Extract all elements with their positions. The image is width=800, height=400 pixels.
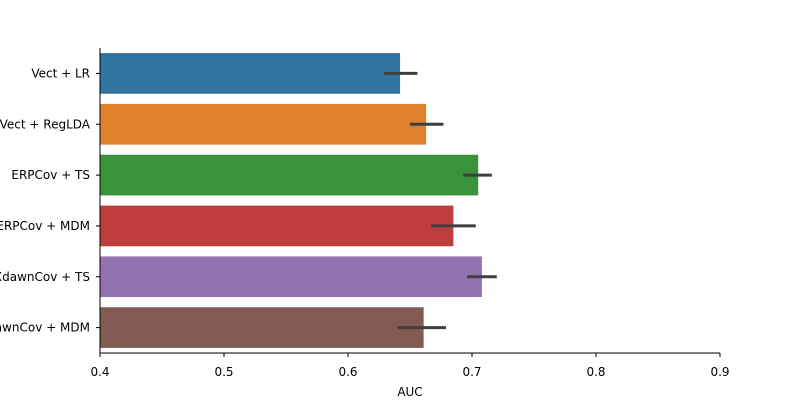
bars-layer: [100, 53, 482, 348]
bar: [100, 307, 424, 348]
bar: [100, 256, 482, 298]
x-ticks-layer: 0.4 0.5 0.6 0.7 0.8 0.9: [90, 353, 730, 379]
y-tick-label: XdawnCov + TS: [0, 270, 90, 284]
x-axis-label: AUC: [397, 385, 422, 399]
y-tick-label: Vect + RegLDA: [0, 117, 91, 131]
x-tick-label: 0.6: [338, 365, 357, 379]
x-tick-label: 0.9: [710, 365, 729, 379]
x-tick-label: 0.7: [462, 365, 481, 379]
x-tick-label: 0.4: [90, 365, 109, 379]
y-tick-label: ERPCov + TS: [11, 168, 90, 182]
error-bars-layer: [383, 71, 497, 330]
bar: [100, 53, 401, 94]
axes-layer: [99, 48, 720, 354]
y-tick-label: ERPCov + MDM: [0, 219, 90, 233]
y-ticks-layer: Vect + LR Vect + RegLDA ERPCov + TS ERPCov …: [0, 66, 100, 335]
x-tick-label: 0.8: [586, 365, 605, 379]
x-tick-label: 0.5: [214, 365, 233, 379]
bar: [100, 154, 479, 196]
bar: [100, 205, 454, 247]
y-tick-label: Vect + LR: [31, 66, 90, 80]
bar: [100, 103, 427, 145]
y-tick-label: XdawnCov + MDM: [0, 321, 90, 335]
